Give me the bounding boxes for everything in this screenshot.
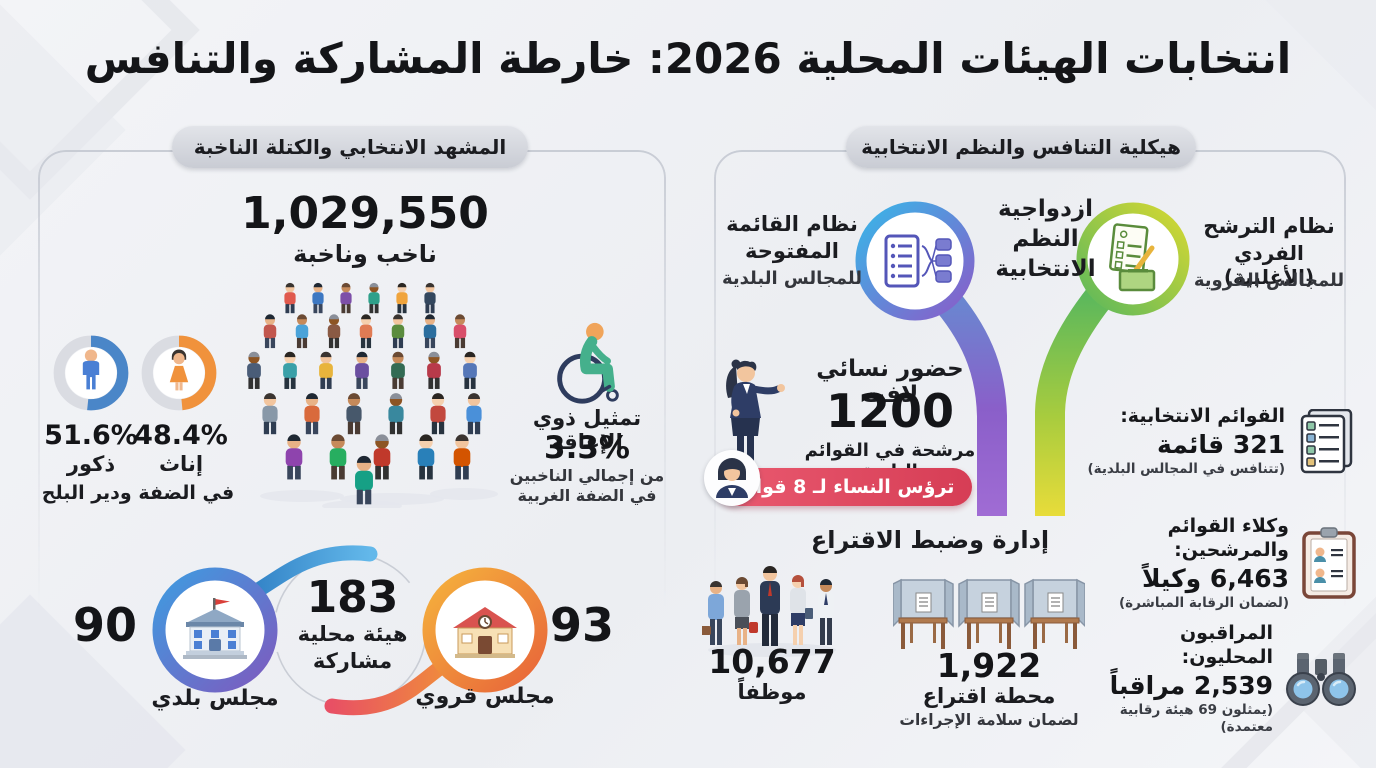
women-badge-label: ترؤس النساء لـ 8 قوائم (733, 476, 955, 498)
staff-illustration (702, 566, 836, 657)
stat-agents: وكلاء القوائم والمرشحين: 6,463 وكيلاً (ل… (1085, 515, 1357, 612)
individual-subtitle: للمجالس القروية (1193, 270, 1345, 291)
electoral-systems-graphic (855, 201, 1190, 516)
disability-note-2: في الضفة الغربية (517, 486, 657, 505)
male-label: ذكور (66, 452, 116, 476)
systems-center-line-1: ازدواجية (997, 196, 1094, 222)
female-icon (169, 349, 189, 391)
stat-note: (تتنافس في المجالس البلدية) (1087, 461, 1286, 478)
individual-title-2: الفردي (الأغلبية) (1223, 241, 1315, 289)
disability-title: تمثيل ذوي الإعاقة (532, 406, 642, 454)
wheelchair-icon (557, 322, 619, 404)
stat-electoral-lists: القوائم الانتخابية: 321 قائمة (تتنافس في… (1085, 405, 1357, 478)
staff-person (790, 575, 813, 645)
binoculars-icon (1286, 652, 1356, 706)
open-list-title-1: نظام القائمة (726, 212, 858, 236)
stat-value: 321 قائمة (1157, 429, 1285, 459)
staff-person (702, 581, 724, 645)
staff-person (760, 566, 780, 646)
male-donut-chart (53, 335, 129, 411)
page-title: انتخابات الهيئات المحلية 2026: خارطة الم… (84, 34, 1292, 83)
stat-note: (يمثلون 69 هيئة رقابية معتمدة) (1119, 702, 1273, 735)
systems-center-line-3: الانتخابية (995, 256, 1096, 282)
female-donut-chart (141, 335, 217, 411)
woman-avatar (704, 450, 760, 506)
clipboard-icon (1302, 527, 1356, 600)
male-percent: 51.6% (44, 420, 138, 451)
individual-title-1: نظام الترشح (1203, 214, 1335, 238)
staff-label: موظفاً (737, 680, 807, 704)
municipal-label: مجلس بلدي (151, 686, 279, 711)
local-bodies-graphic (152, 545, 548, 716)
disability-percent: 3.3% (544, 430, 630, 466)
total-bodies-count: 183 (306, 572, 399, 623)
female-label: إناث (158, 452, 204, 476)
polling-title: إدارة وضبط الاقتراع (810, 526, 1050, 554)
disability-note-1: من إجمالي الناخبين (509, 466, 665, 485)
gender-region: في الضفة ودير البلح (41, 482, 235, 504)
stations-count: 1,922 (936, 646, 1042, 685)
open-list-title-2: المفتوحة (745, 239, 839, 263)
stat-title: المراقبون المحليون: (1179, 622, 1273, 668)
right-panel-header: هيكلية التنافس والنظم الانتخابية (846, 126, 1196, 168)
lists-icon (1300, 408, 1353, 473)
women-title: حضور نسائي لافت (816, 356, 964, 408)
stat-note: (لضمان الرقابة المباشرة) (1119, 595, 1289, 611)
total-bodies-label-1: هيئة محلية (297, 622, 408, 646)
municipal-count: 90 (72, 598, 137, 652)
village-label: مجلس قروي (415, 684, 555, 709)
stat-value: 2,539 مراقباً (1109, 670, 1273, 700)
municipal-building-icon (183, 598, 247, 659)
stations-note: لضمان سلامة الإجراءات (899, 711, 1079, 729)
voters-count: 1,029,550 (241, 188, 489, 239)
staff-person (818, 579, 834, 645)
ballot-box-icon (1109, 223, 1156, 292)
left-panel-header-label: المشهد الانتخابي والكتلة الناخبة (193, 135, 507, 159)
female-percent: 48.4% (134, 420, 228, 451)
right-panel-header-label: هيكلية التنافس والنظم الانتخابية (861, 135, 1181, 159)
male-icon (82, 349, 100, 390)
left-panel-header: المشهد الانتخابي والكتلة الناخبة (172, 126, 528, 168)
women-badge: ترؤس النساء لـ 8 قوائم (704, 450, 972, 506)
crowd-illustration (247, 282, 498, 508)
stat-title: وكلاء القوائم والمرشحين: (1167, 515, 1289, 561)
village-school-icon (453, 607, 517, 658)
open-list-icon (884, 234, 952, 288)
staff-count: 10,677 (708, 642, 836, 681)
women-count: 1200 (825, 384, 955, 438)
village-count: 93 (549, 598, 614, 652)
stat-observers: المراقبون المحليون: 2,539 مراقباً (يمثلو… (1085, 622, 1357, 736)
staff-person (734, 577, 758, 645)
voting-booths-illustration (893, 579, 1085, 650)
voters-label: ناخب وناخبة (293, 240, 437, 268)
total-bodies-label-2: مشاركة (312, 649, 393, 673)
stations-label: محطة اقتراع (922, 684, 1056, 708)
stat-title: القوائم الانتخابية: (1120, 405, 1285, 427)
stat-value: 6,463 وكيلاً (1141, 563, 1289, 593)
systems-center-line-2: النظم (1012, 226, 1079, 252)
open-list-subtitle: للمجالس البلدية (721, 268, 863, 289)
